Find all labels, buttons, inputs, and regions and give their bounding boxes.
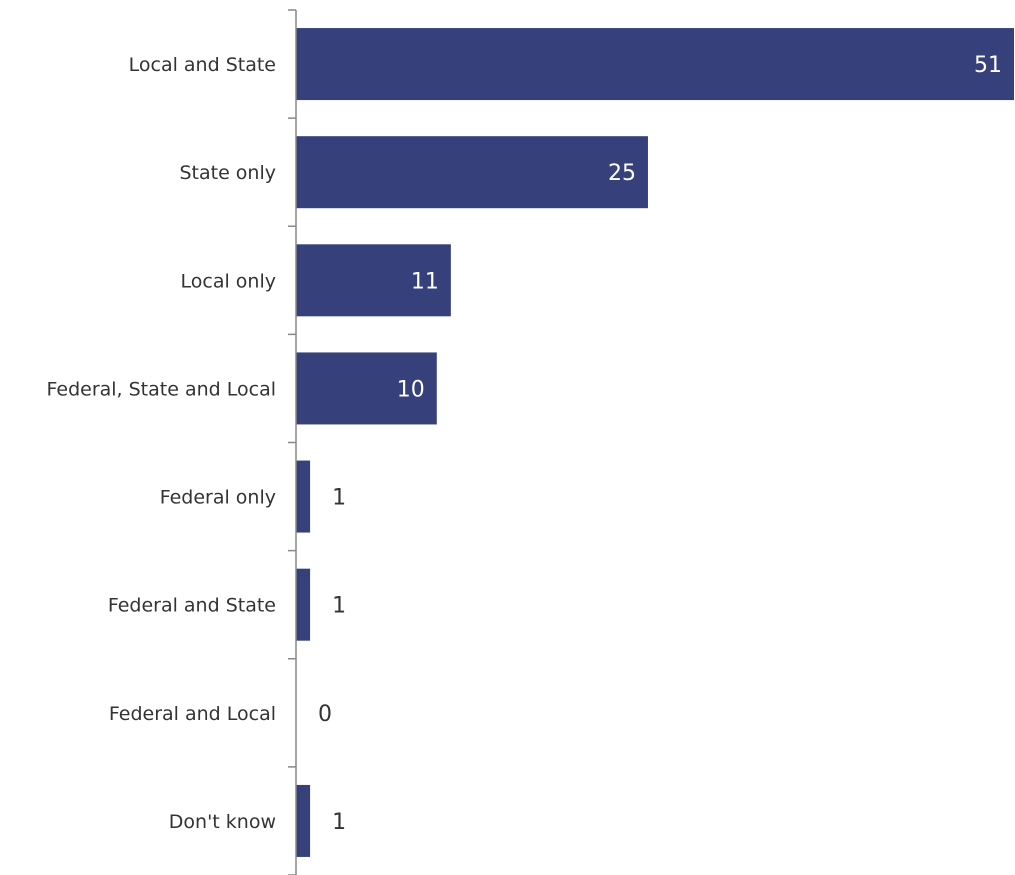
value-label: 1 — [332, 594, 346, 619]
value-label: 11 — [411, 269, 439, 294]
category-label: State only — [179, 162, 276, 184]
bar-4 — [296, 460, 311, 533]
bar-7 — [296, 784, 311, 857]
category-label: Federal, State and Local — [46, 378, 276, 400]
axis-layer — [288, 9, 297, 875]
category-label: Local and State — [129, 54, 276, 76]
category-label: Federal and State — [108, 595, 276, 617]
bar-0 — [296, 28, 1014, 101]
bar-5 — [296, 568, 311, 641]
bar-3 — [296, 352, 437, 425]
value-label: 1 — [332, 810, 346, 835]
category-label: Local only — [181, 270, 276, 292]
labels-layer: Local and State 51 State only 25 Local only 1… — [46, 53, 1002, 835]
bars-layer — [296, 28, 1014, 857]
value-label: 10 — [397, 377, 425, 402]
category-label: Federal only — [160, 487, 276, 509]
bar-1 — [296, 136, 648, 209]
value-label: 51 — [974, 53, 1002, 78]
category-label: Federal and Local — [109, 703, 276, 725]
value-label: 1 — [332, 486, 346, 511]
value-label: 25 — [608, 161, 636, 186]
value-label: 0 — [318, 702, 332, 727]
bar-2 — [296, 244, 451, 317]
category-label: Don't know — [169, 811, 276, 833]
